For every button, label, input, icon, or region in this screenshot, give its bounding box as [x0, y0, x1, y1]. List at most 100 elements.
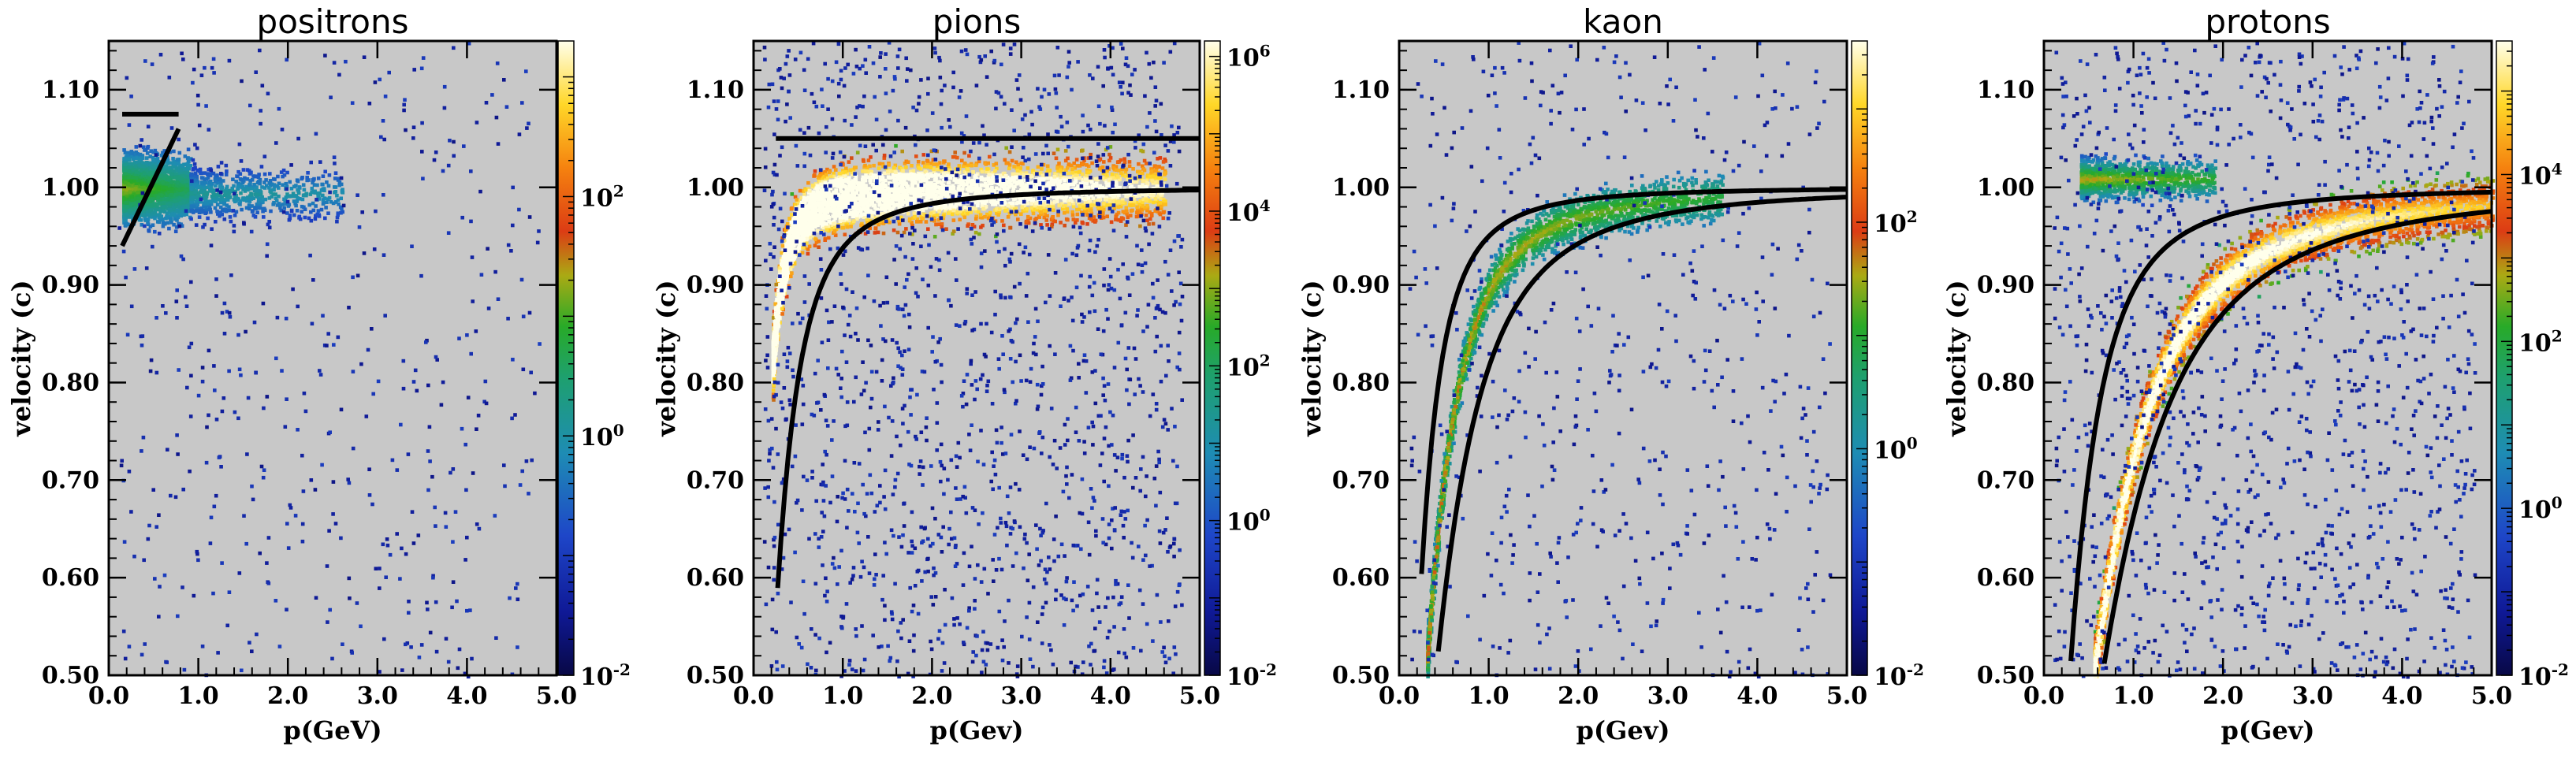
density-cell — [265, 395, 270, 399]
density-cell — [346, 477, 350, 481]
density-cell — [195, 552, 199, 556]
density-cell — [133, 160, 137, 165]
density-cell — [806, 251, 810, 256]
density-cell — [258, 551, 262, 555]
density-cell — [475, 427, 478, 431]
density-cell — [137, 217, 142, 222]
density-cell — [144, 156, 149, 160]
density-cell — [222, 217, 227, 221]
density-cell — [195, 93, 200, 98]
density-cell — [249, 170, 253, 175]
density-cell — [240, 177, 244, 182]
density-cell — [376, 379, 381, 384]
density-cell — [129, 95, 133, 98]
density-cell — [420, 121, 424, 125]
density-cell — [323, 169, 327, 174]
density-cell — [322, 187, 326, 191]
density-cell — [195, 195, 200, 199]
density-cell — [1085, 168, 1089, 173]
density-cell — [479, 273, 484, 277]
density-cell — [244, 199, 249, 203]
density-cell — [192, 67, 196, 72]
density-cell — [128, 175, 132, 180]
density-cell — [917, 189, 921, 193]
density-cell — [296, 304, 300, 309]
density-cell — [899, 215, 903, 220]
density-cell — [248, 641, 251, 645]
density-cell — [1071, 204, 1076, 209]
density-cell — [228, 314, 233, 319]
density-cell — [242, 221, 246, 225]
density-cell — [140, 182, 144, 186]
density-cell — [125, 188, 129, 192]
density-cell — [307, 178, 311, 182]
density-cell — [828, 193, 832, 197]
density-cell — [321, 198, 326, 202]
density-cell — [241, 188, 245, 191]
density-cell — [517, 132, 522, 136]
density-cell — [298, 217, 303, 221]
density-cell — [321, 202, 326, 206]
density-cell — [248, 179, 252, 183]
density-cell — [159, 174, 164, 178]
density-cell — [127, 188, 132, 192]
density-cell — [162, 149, 166, 153]
density-cell — [151, 488, 155, 492]
density-cell — [204, 460, 209, 465]
density-cell — [256, 195, 260, 199]
density-cell — [366, 347, 370, 352]
density-cell — [370, 327, 374, 331]
density-cell — [289, 209, 294, 214]
density-cell — [938, 161, 942, 165]
density-cell — [166, 187, 169, 191]
density-cell — [364, 414, 369, 418]
density-cell — [157, 186, 161, 190]
density-cell — [849, 225, 853, 229]
density-cell — [984, 162, 988, 166]
density-cell — [194, 223, 199, 227]
density-cell — [223, 190, 228, 194]
density-cell — [244, 184, 248, 189]
density-cell — [147, 193, 151, 198]
density-cell — [920, 171, 924, 176]
density-cell — [435, 358, 439, 362]
density-cell — [239, 191, 243, 195]
density-cell — [398, 577, 402, 581]
density-cell — [439, 403, 444, 407]
density-cell — [272, 176, 276, 181]
density-cell — [169, 187, 173, 191]
density-cell — [453, 510, 458, 514]
density-cell — [196, 209, 201, 213]
density-cell — [538, 342, 542, 346]
density-cell — [204, 206, 208, 210]
density-cell — [997, 210, 1001, 214]
density-cell — [217, 191, 221, 195]
density-cell — [174, 299, 179, 303]
density-cell — [128, 177, 132, 181]
density-cell — [1017, 173, 1021, 176]
density-cell — [225, 169, 229, 173]
density-cell — [332, 343, 336, 347]
density-cell — [167, 226, 171, 231]
density-cell — [259, 109, 262, 113]
density-cell — [1014, 166, 1019, 170]
density-cell — [1004, 161, 1009, 165]
density-cell — [240, 184, 244, 188]
density-cell — [890, 206, 895, 211]
density-cell — [182, 200, 186, 205]
density-cell — [199, 210, 203, 214]
density-cell — [169, 217, 173, 221]
density-cell — [201, 196, 206, 200]
density-cell — [254, 206, 258, 211]
density-cell — [316, 209, 321, 213]
density-cell — [254, 70, 258, 74]
density-cell — [873, 231, 877, 235]
density-cell — [251, 497, 255, 502]
x-tick-label: 5.0 — [536, 682, 577, 710]
density-cell — [410, 244, 414, 248]
density-cell — [402, 102, 406, 107]
density-cell — [143, 59, 147, 63]
density-cell — [259, 165, 264, 169]
density-cell — [188, 164, 193, 168]
density-cell — [456, 666, 460, 671]
